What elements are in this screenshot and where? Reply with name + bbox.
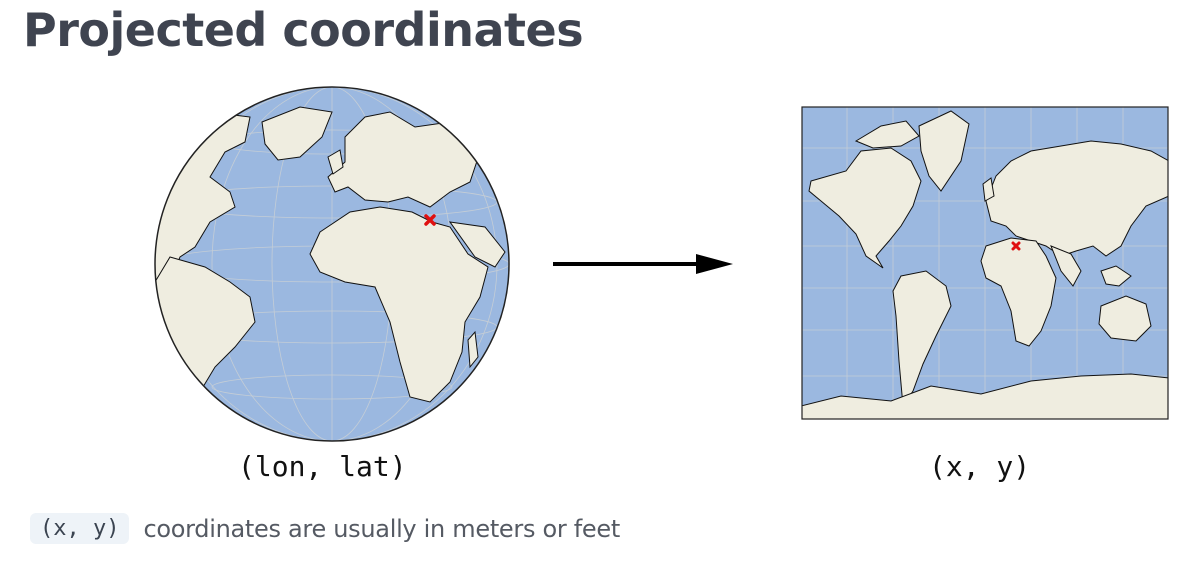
land-madagascar [467,330,479,369]
land-africa [980,237,1057,347]
marker-x-icon [1011,241,1021,251]
land-europe [327,111,481,208]
code-chip: (x, y) [30,513,130,544]
marker-x-icon [424,214,436,226]
note: (x, y) coordinates are usually in meters… [30,513,620,544]
map-caption: (x, y) [929,450,1031,483]
globe-caption: (lon, lat) [238,450,407,483]
land-greenland [261,106,333,161]
world-map-icon [801,106,1169,420]
land-southeast-asia [1100,265,1132,287]
land-antarctica [802,373,1168,419]
land-north-america [808,147,922,269]
land-greenland [918,110,970,192]
land-india [1050,245,1082,287]
land-uk [327,149,344,175]
land-uk [982,177,995,202]
note-text: coordinates are usually in meters or fee… [143,514,620,543]
land-arabia [448,221,506,268]
land-arctic-islands [854,120,920,149]
page-title: Projected coordinates [23,3,584,57]
land-australia [1098,295,1152,342]
arrow-right-icon [553,254,733,274]
globe-icon [154,86,510,442]
land-south-america [892,270,952,408]
land-africa [309,206,489,403]
